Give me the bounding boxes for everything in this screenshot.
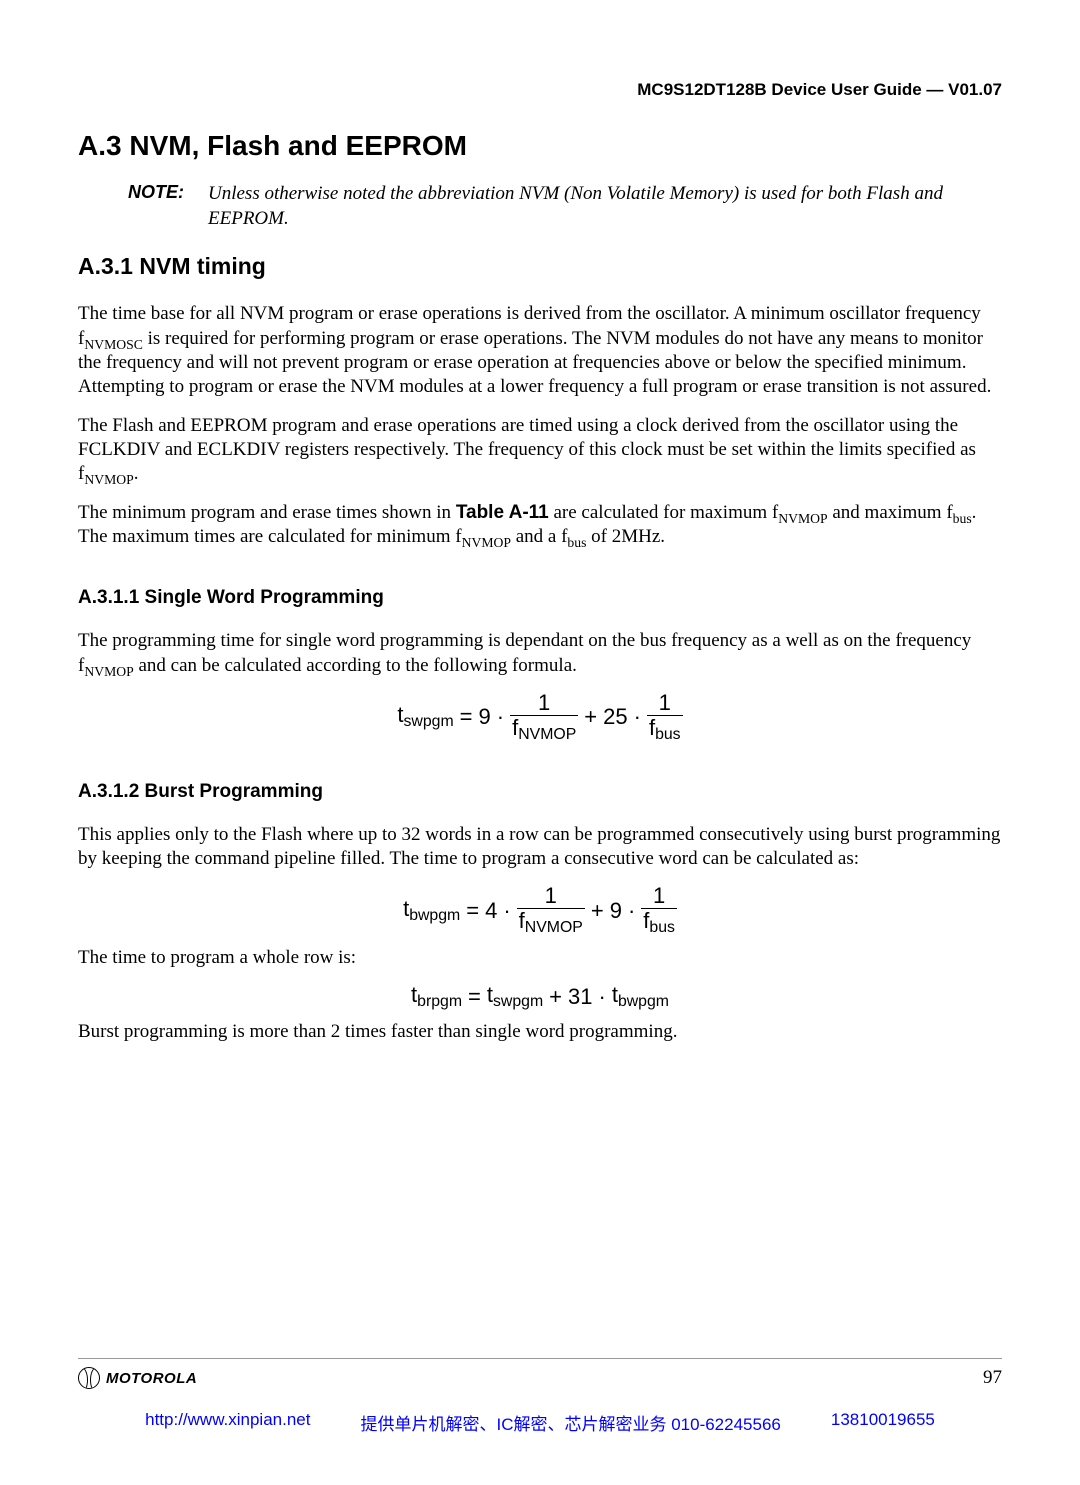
- dot: ·: [628, 900, 635, 922]
- subscript: NVMOP: [778, 510, 827, 525]
- subscript: NVMOP: [84, 663, 133, 678]
- motorola-text: MOTOROLA: [106, 1370, 197, 1387]
- coeff: 9: [610, 900, 622, 922]
- denominator: fbus: [647, 715, 683, 743]
- plus: +: [591, 900, 604, 922]
- equals: =: [468, 986, 481, 1008]
- paragraph-2: The Flash and EEPROM program and erase o…: [78, 414, 1002, 487]
- equals: =: [460, 706, 473, 728]
- motorola-brand: MOTOROLA: [78, 1367, 197, 1389]
- dot: ·: [503, 900, 510, 922]
- denominator: fNVMOP: [510, 715, 578, 743]
- note-label: NOTE:: [128, 182, 208, 231]
- section-heading-a3: A.3 NVM, Flash and EEPROM: [78, 130, 1002, 162]
- denominator: fbus: [641, 908, 677, 936]
- text: are calculated for maximum f: [549, 502, 778, 523]
- numerator: 1: [651, 885, 667, 908]
- equals: =: [466, 900, 479, 922]
- formula-bwpgm: tbwpgm = 4 · 1 fNVMOP + 9 · 1 fbus: [78, 885, 1002, 936]
- text: .: [134, 463, 139, 484]
- fraction: 1 fNVMOP: [510, 692, 578, 743]
- fraction: 1 fbus: [647, 692, 683, 743]
- numerator: 1: [536, 692, 552, 715]
- section-heading-a311: A.3.1.1 Single Word Programming: [78, 587, 1002, 609]
- fraction: 1 fbus: [641, 885, 677, 936]
- watermark-line: http://www.xinpian.net 提供单片机解密、IC解密、芯片解密…: [0, 1410, 1080, 1435]
- subscript: swpgm: [404, 713, 454, 730]
- plus: +: [549, 986, 562, 1008]
- subscript: brpgm: [417, 993, 462, 1010]
- coeff: 25: [603, 706, 627, 728]
- note-text: Unless otherwise noted the abbreviation …: [208, 182, 1002, 231]
- subscript: bwpgm: [618, 993, 669, 1010]
- table-reference: Table A-11: [456, 502, 549, 523]
- text: The Flash and EEPROM program and erase o…: [78, 415, 976, 485]
- page-number: 97: [983, 1367, 1002, 1389]
- section-heading-a31: A.3.1 NVM timing: [78, 253, 1002, 280]
- doc-header: MC9S12DT128B Device User Guide — V01.07: [78, 80, 1002, 100]
- note-block: NOTE: Unless otherwise noted the abbrevi…: [128, 182, 1002, 231]
- watermark-services: 提供单片机解密、IC解密、芯片解密业务 010-62245566: [360, 1410, 780, 1435]
- paragraph-4: The programming time for single word pro…: [78, 629, 1002, 678]
- subscript: bus: [953, 510, 972, 525]
- text: The minimum program and erase times show…: [78, 502, 456, 523]
- coeff: 31: [568, 986, 592, 1008]
- motorola-logo-icon: [78, 1367, 100, 1389]
- subscript: NVMOP: [462, 535, 511, 550]
- page-footer: MOTOROLA 97: [78, 1358, 1002, 1389]
- text: and maximum f: [828, 502, 953, 523]
- subscript: swpgm: [493, 993, 543, 1010]
- text: of 2MHz.: [586, 526, 665, 547]
- paragraph-1: The time base for all NVM program or era…: [78, 302, 1002, 399]
- subscript: NVMOSC: [84, 336, 143, 351]
- dot: ·: [634, 706, 641, 728]
- dot: ·: [497, 706, 504, 728]
- plus: +: [584, 706, 597, 728]
- dot: ·: [598, 986, 605, 1008]
- paragraph-7: Burst programming is more than 2 times f…: [78, 1020, 1002, 1044]
- numerator: 1: [543, 885, 559, 908]
- paragraph-6: The time to program a whole row is:: [78, 946, 1002, 970]
- subscript: bus: [567, 535, 586, 550]
- paragraph-3: The minimum program and erase times show…: [78, 501, 1002, 550]
- text: is required for performing program or er…: [78, 328, 991, 398]
- text: and a f: [511, 526, 567, 547]
- formula-brpgm: tbrpgm = tswpgm + 31 · tbwpgm: [78, 984, 1002, 1010]
- subscript: NVMOP: [84, 472, 133, 487]
- subscript: bwpgm: [409, 907, 460, 924]
- denominator: fNVMOP: [517, 908, 585, 936]
- coeff: 4: [485, 900, 497, 922]
- fraction: 1 fNVMOP: [517, 885, 585, 936]
- coeff: 9: [479, 706, 491, 728]
- section-heading-a312: A.3.1.2 Burst Programming: [78, 781, 1002, 803]
- text: and can be calculated according to the f…: [134, 655, 577, 676]
- watermark-url: http://www.xinpian.net: [145, 1410, 310, 1435]
- paragraph-5: This applies only to the Flash where up …: [78, 823, 1002, 872]
- footer-rule: [78, 1358, 1002, 1359]
- formula-swpgm: tswpgm = 9 · 1 fNVMOP + 25 · 1 fbus: [78, 692, 1002, 743]
- numerator: 1: [657, 692, 673, 715]
- watermark-phone: 13810019655: [831, 1410, 935, 1435]
